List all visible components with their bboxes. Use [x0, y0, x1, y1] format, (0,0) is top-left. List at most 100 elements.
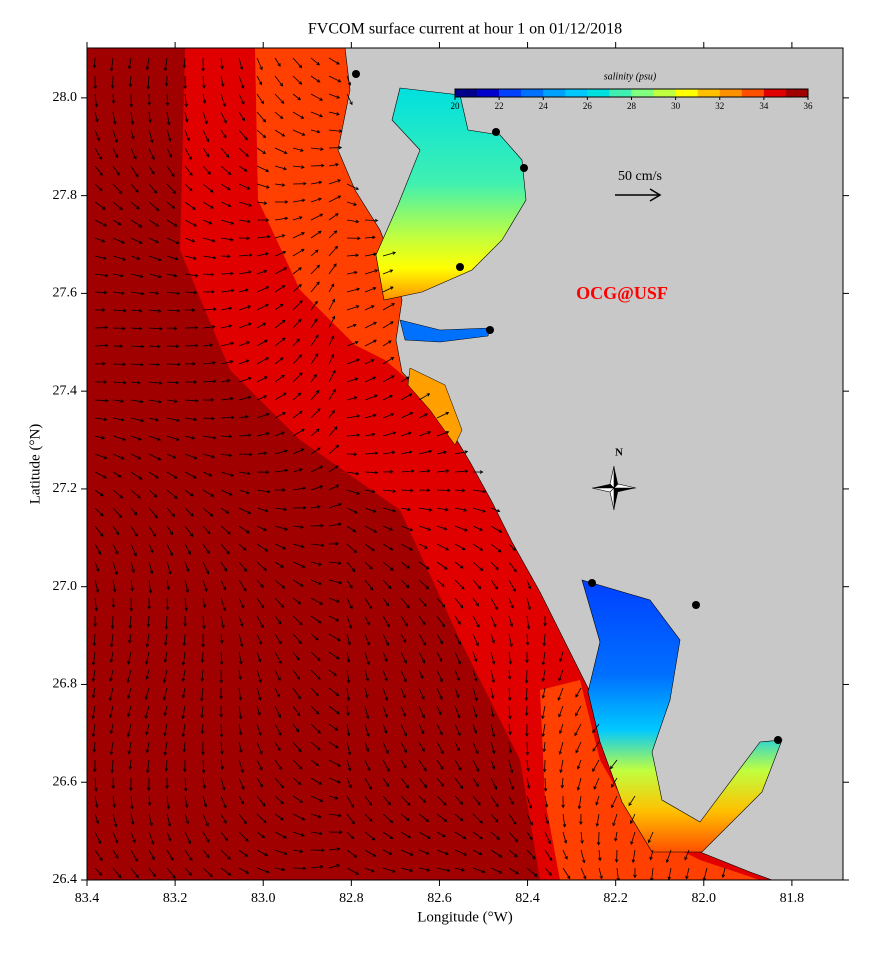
current-vector: [274, 357, 284, 365]
current-vector: [94, 308, 106, 312]
current-vector: [202, 597, 207, 609]
current-vector: [310, 813, 322, 819]
current-vector: [559, 651, 564, 663]
current-vector: [472, 615, 480, 628]
current-vector: [472, 525, 483, 531]
current-vector: [400, 412, 414, 419]
current-vector: [382, 813, 394, 824]
current-vector: [346, 414, 361, 419]
current-vector: [436, 705, 442, 716]
current-vector: [220, 415, 235, 420]
current-vector: [183, 615, 187, 627]
current-vector: [148, 362, 161, 367]
y-tick-label: 26.4: [53, 872, 78, 887]
current-vector: [310, 111, 324, 118]
current-vector: [418, 651, 425, 664]
current-vector: [184, 129, 190, 142]
current-vector: [220, 597, 226, 612]
current-vector: [328, 759, 342, 767]
current-vector: [400, 795, 411, 806]
current-vector: [93, 615, 97, 627]
current-vector: [364, 723, 370, 737]
current-vector: [238, 341, 251, 347]
current-vector: [346, 305, 360, 311]
current-vector: [238, 395, 252, 401]
current-vector: [436, 430, 450, 437]
current-vector: [595, 795, 600, 806]
current-vector: [145, 723, 150, 736]
current-vector: [127, 741, 132, 755]
current-vector: [418, 723, 425, 735]
current-vector: [346, 341, 359, 347]
current-vector: [166, 147, 172, 158]
current-vector: [220, 165, 232, 176]
current-vector: [166, 344, 180, 349]
current-vector: [575, 705, 582, 717]
current-vector: [328, 111, 340, 116]
current-vector: [148, 453, 162, 461]
current-vector: [184, 93, 188, 108]
current-vector: [220, 813, 227, 824]
current-vector: [109, 741, 114, 756]
current-vector: [292, 813, 306, 821]
current-vector: [310, 705, 320, 715]
current-vector: [274, 759, 283, 771]
current-vector: [220, 324, 233, 329]
current-vector: [382, 867, 396, 873]
current-vector: [454, 759, 462, 771]
current-vector: [148, 417, 159, 422]
current-vector: [310, 561, 322, 566]
current-vector: [472, 795, 481, 806]
current-vector: [310, 353, 319, 365]
current-vector: [630, 831, 636, 845]
current-vector: [256, 470, 270, 474]
current-vector: [525, 723, 529, 737]
current-vector: [382, 849, 393, 855]
current-vector: [238, 57, 244, 71]
current-vector: [256, 451, 268, 455]
current-vector: [593, 777, 600, 790]
current-vector: [201, 759, 206, 774]
current-vector: [274, 319, 286, 329]
current-vector: [541, 687, 546, 699]
current-vector: [130, 525, 138, 538]
current-vector: [202, 867, 213, 878]
current-vector: [256, 705, 261, 716]
current-vector: [508, 795, 514, 805]
current-vector: [364, 235, 376, 240]
current-vector: [310, 281, 320, 293]
current-vector: [562, 813, 567, 828]
current-vector: [292, 372, 303, 383]
current-vector: [436, 741, 444, 755]
current-vector: [561, 795, 565, 809]
current-vector: [400, 469, 415, 473]
current-vector: [94, 579, 100, 594]
current-vector: [526, 759, 530, 772]
current-vector: [144, 687, 150, 701]
current-vector: [382, 633, 390, 647]
current-vector: [163, 723, 168, 737]
current-vector: [382, 507, 397, 513]
current-vector: [94, 597, 99, 612]
current-vector: [346, 471, 360, 476]
current-vector: [544, 831, 551, 845]
current-vector: [382, 431, 397, 437]
current-vector: [292, 448, 305, 455]
current-vector: [94, 831, 102, 845]
current-vector: [184, 380, 198, 384]
current-vector: [201, 633, 205, 648]
current-vector: [292, 777, 302, 786]
current-vector: [508, 741, 513, 754]
current-vector: [364, 525, 378, 533]
current-vector: [128, 759, 133, 770]
current-vector: [238, 867, 250, 874]
current-vector: [256, 741, 263, 755]
current-vector: [526, 849, 536, 860]
current-vector: [508, 705, 512, 720]
current-vector: [202, 489, 215, 497]
current-vector: [310, 579, 322, 585]
current-vector: [166, 579, 170, 591]
current-vector: [94, 417, 108, 422]
current-vector: [310, 213, 324, 221]
